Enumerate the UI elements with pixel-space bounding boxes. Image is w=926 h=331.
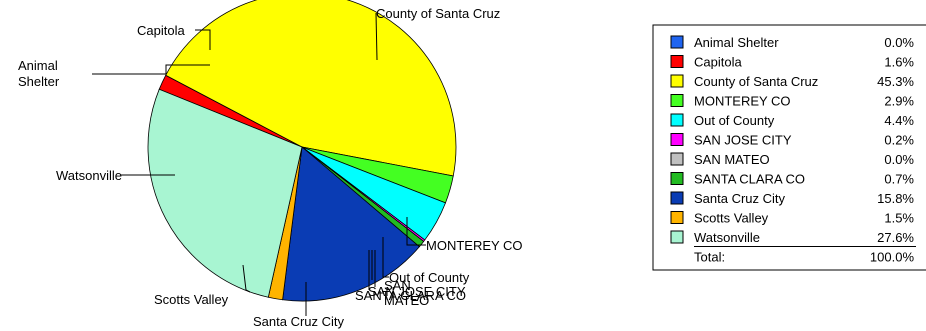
legend: Animal Shelter 0.0% Capitola 1.6% County of … — [652, 24, 926, 271]
legend-swatch-scotts-valley — [670, 211, 684, 224]
legend-value-san-jose-city: 0.2% — [884, 133, 914, 148]
legend-value-san-mateo: 0.0% — [884, 152, 914, 167]
legend-value-watsonville: 27.6% — [877, 230, 914, 245]
callout-monterey-co: MONTEREY CO — [426, 238, 523, 253]
callout-leaders — [92, 12, 426, 316]
leader-line-monterey-co — [406, 217, 426, 246]
pie-slice-watsonville — [147, 88, 303, 298]
legend-label-watsonville: Watsonville — [694, 230, 760, 245]
legend-total-value: 100.0% — [870, 250, 915, 265]
legend-label-santa-cruz-city: Santa Cruz City — [694, 191, 786, 206]
legend-value-scotts-valley: 1.5% — [884, 211, 914, 226]
legend-swatch-monterey-co — [670, 94, 684, 107]
leader-line-animal-shelter — [92, 64, 210, 75]
leader-line-scotts-valley — [242, 264, 251, 293]
legend-label-san-jose-city: SAN JOSE CITY — [694, 133, 792, 148]
legend-value-out-of-county: 4.4% — [884, 113, 914, 128]
callout-santa-cruz-city: Santa Cruz City — [253, 314, 345, 329]
legend-label-animal-shelter: Animal Shelter — [694, 35, 779, 50]
legend-label-santa-clara-co: SANTA CLARA CO — [694, 172, 805, 187]
legend-value-county-of-santa-cruz: 45.3% — [877, 74, 914, 89]
legend-value-animal-shelter: 0.0% — [884, 35, 914, 50]
legend-swatch-santa-clara-co — [670, 172, 684, 185]
callout-animal-shelter: Animal Shelter — [18, 58, 60, 89]
leader-line-capitola — [195, 29, 211, 50]
legend-swatch-santa-cruz-city — [670, 191, 684, 205]
legend-swatch-san-jose-city — [670, 133, 684, 146]
callout-san-mateo: SAN MATEO — [384, 278, 429, 308]
callout-santa-clara-co: SANTA CLARA CO — [355, 288, 466, 303]
callout-labels: Animal Shelter Capitola County of Santa Cru… — [18, 6, 523, 329]
legend-label-san-mateo: SAN MATEO — [694, 152, 770, 167]
callout-out-of-county: Out of County — [389, 270, 470, 285]
legend-value-monterey-co: 2.9% — [884, 94, 914, 109]
pie-slice-county-of-santa-cruz — [165, 0, 457, 177]
callout-san-jose-city: SAN JOSE CITY — [368, 284, 466, 299]
pie-slice-santa-cruz-city — [282, 146, 420, 302]
legend-swatch-animal-shelter — [670, 35, 684, 49]
legend-swatch-out-of-county — [670, 113, 684, 127]
legend-value-capitola: 1.6% — [884, 55, 914, 70]
legend-value-santa-clara-co: 0.7% — [884, 172, 914, 187]
legend-label-capitola: Capitola — [694, 55, 742, 70]
callout-county-of-santa-cruz: County of Santa Cruz — [376, 6, 500, 21]
legend-swatch-san-mateo — [670, 152, 684, 166]
legend-total-label: Total: — [694, 250, 725, 265]
legend-label-scotts-valley: Scotts Valley — [694, 211, 769, 226]
callout-scotts-valley: Scotts Valley — [154, 292, 229, 307]
legend-swatch-watsonville — [670, 230, 684, 244]
legend-label-out-of-county: Out of County — [694, 113, 775, 128]
callout-watsonville: Watsonville — [56, 168, 122, 183]
legend-box — [652, 24, 926, 271]
callout-capitola: Capitola — [137, 23, 185, 38]
legend-swatch-capitola — [670, 55, 684, 68]
leader-line-out-of-county — [382, 237, 389, 278]
legend-swatch-county-of-santa-cruz — [670, 74, 684, 88]
pie-slices — [147, 0, 457, 302]
leader-line-county-of-santa-cruz — [375, 12, 378, 61]
legend-label-county-of-santa-cruz: County of Santa Cruz — [694, 74, 818, 89]
legend-value-santa-cruz-city: 15.8% — [877, 191, 914, 206]
legend-label-monterey-co: MONTEREY CO — [694, 94, 791, 109]
